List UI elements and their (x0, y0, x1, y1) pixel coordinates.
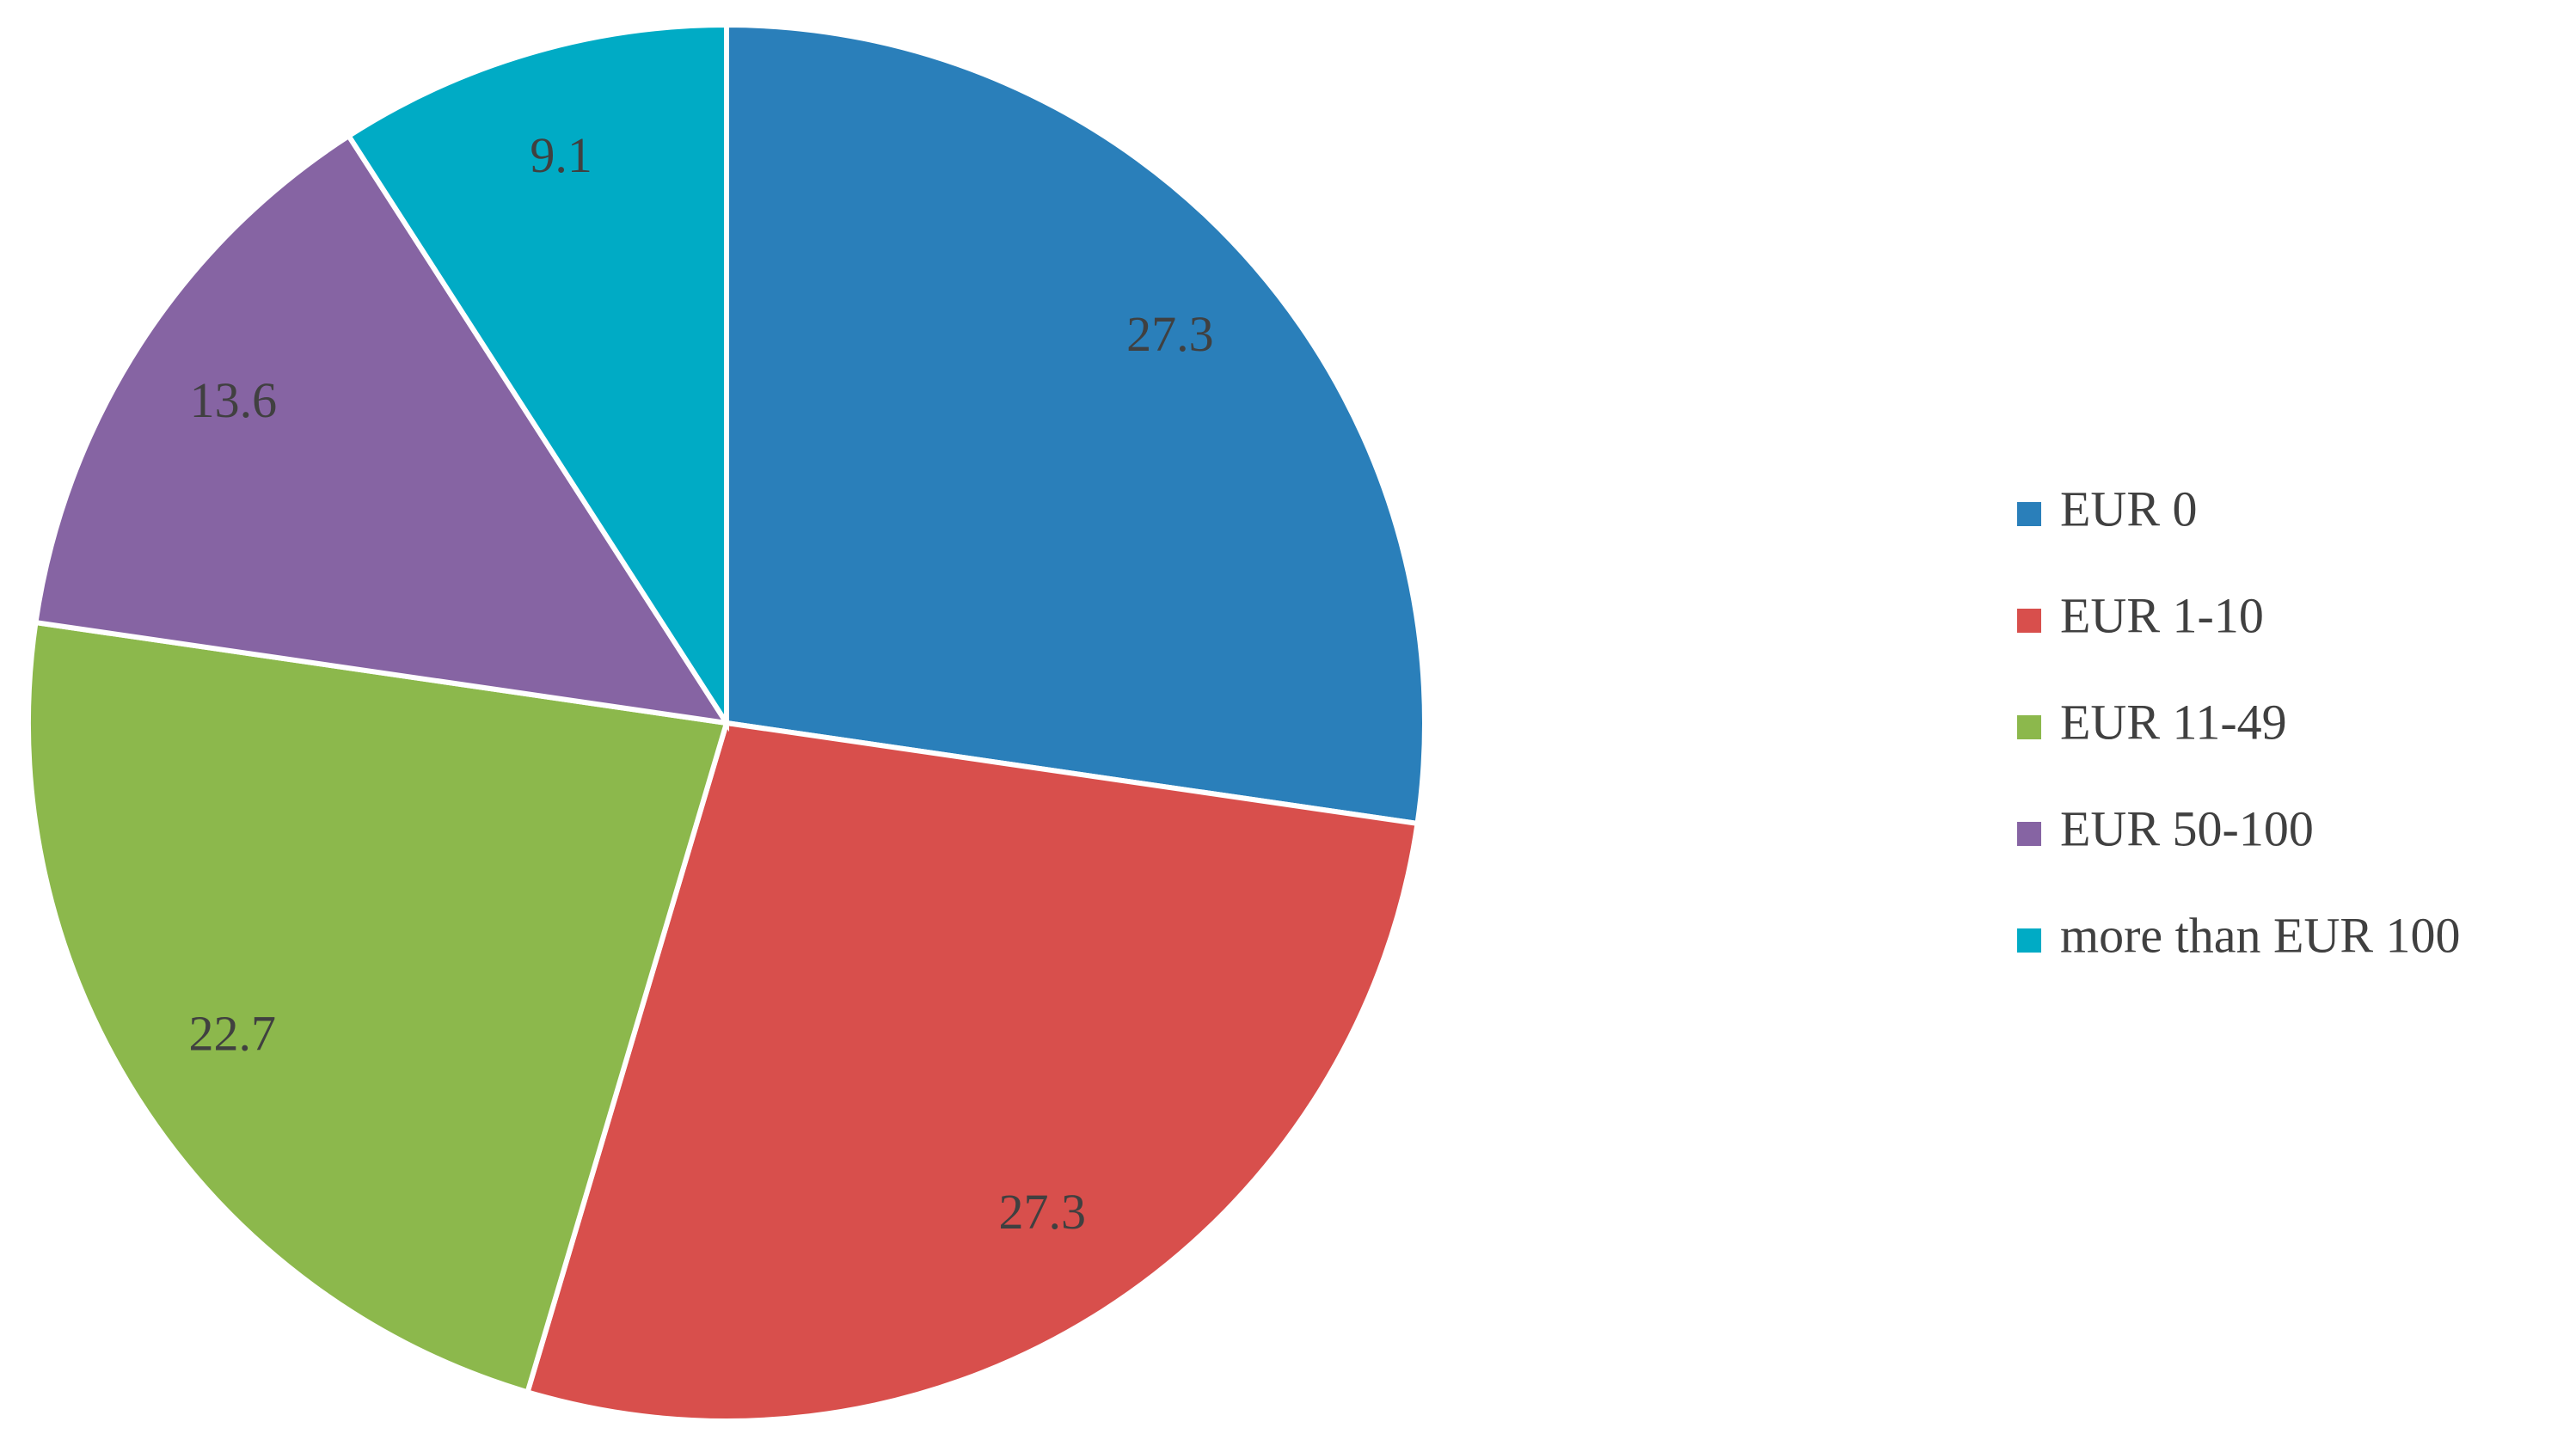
legend-marker (2017, 928, 2041, 953)
legend-marker (2017, 715, 2041, 739)
legend-label: EUR 1-10 (2060, 587, 2264, 643)
legend-label: EUR 0 (2060, 481, 2198, 536)
pie-slice (33, 132, 733, 726)
pie-slice (524, 720, 1420, 1425)
data-label: 13.6 (190, 372, 278, 428)
legend-marker (2017, 609, 2041, 633)
pie-slice (724, 21, 1428, 827)
data-label: 9.1 (530, 127, 592, 183)
data-label: 27.3 (1126, 306, 1214, 362)
legend-label: EUR 50-100 (2060, 800, 2314, 856)
data-label: 27.3 (999, 1184, 1087, 1240)
data-label: 22.7 (189, 1006, 277, 1062)
legend-label: EUR 11-49 (2060, 694, 2287, 750)
pie-slice (26, 619, 730, 1396)
legend-marker (2017, 502, 2041, 526)
legend-marker (2017, 822, 2041, 846)
pie-slice (345, 21, 729, 732)
legend-label: more than EUR 100 (2060, 907, 2461, 963)
